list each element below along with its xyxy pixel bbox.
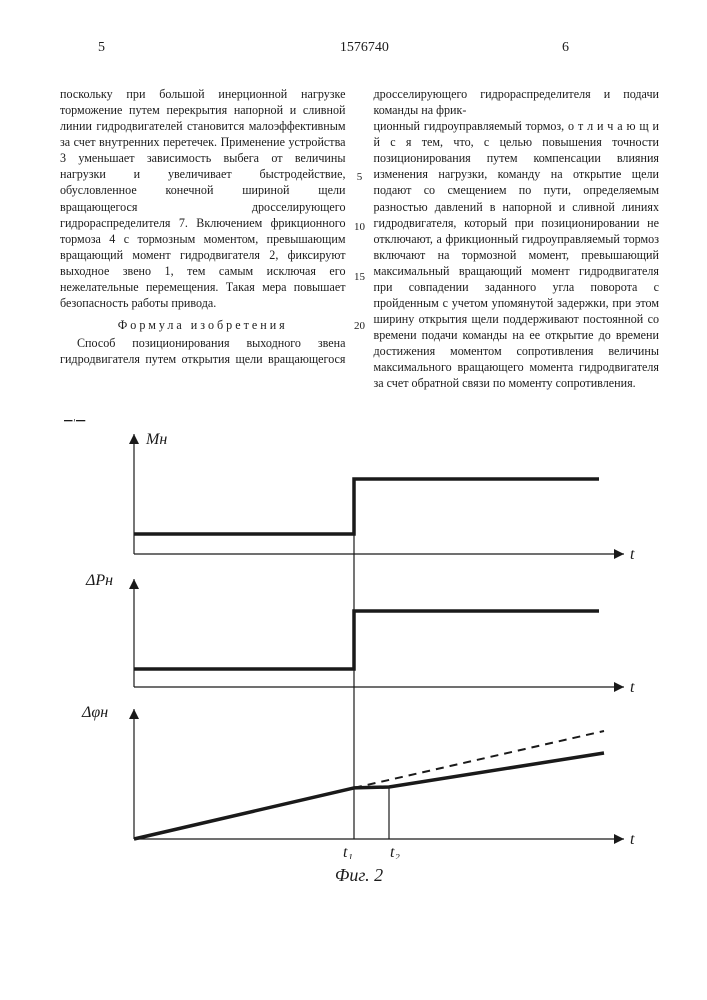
page-number-left: 5 bbox=[98, 40, 105, 56]
figure-2: Mн t ΔPн t Δφн t t₁ t₂ Δφн Фиг. 2 bbox=[64, 419, 654, 886]
svg-text:ΔPн: ΔPн bbox=[85, 572, 113, 589]
figure-svg: Mн t ΔPн t Δφн t t₁ t₂ Δφн bbox=[64, 419, 654, 859]
line-marker: 15 bbox=[352, 270, 368, 285]
formula-title: Формула изобретения bbox=[60, 317, 346, 333]
paragraph: ционный гидроуправляемый тормоз, о т л и… bbox=[374, 118, 660, 391]
page-number-right: 6 bbox=[562, 40, 569, 56]
page-header: 5 1576740 6 bbox=[60, 40, 659, 64]
text-columns: 5 10 15 20 поскольку при большой инерцио… bbox=[60, 86, 659, 391]
page: 5 1576740 6 5 10 15 20 поскольку при бол… bbox=[0, 0, 707, 1000]
svg-text:t₁: t₁ bbox=[343, 844, 353, 859]
svg-text:t: t bbox=[630, 546, 635, 563]
svg-text:Mн: Mн bbox=[145, 431, 167, 448]
svg-text:t₂: t₂ bbox=[390, 844, 400, 859]
svg-text:Δφн: Δφн bbox=[64, 419, 85, 422]
line-marker: 10 bbox=[352, 220, 368, 235]
svg-text:t: t bbox=[630, 831, 635, 848]
patent-number: 1576740 bbox=[340, 40, 389, 56]
svg-text:t: t bbox=[630, 679, 635, 696]
line-marker: 5 bbox=[352, 170, 368, 185]
svg-text:Δφн: Δφн bbox=[81, 704, 108, 721]
paragraph: поскольку при большой инерционной нагруз… bbox=[60, 86, 346, 311]
figure-caption: Фиг. 2 bbox=[64, 865, 654, 886]
line-marker: 20 bbox=[352, 319, 368, 334]
